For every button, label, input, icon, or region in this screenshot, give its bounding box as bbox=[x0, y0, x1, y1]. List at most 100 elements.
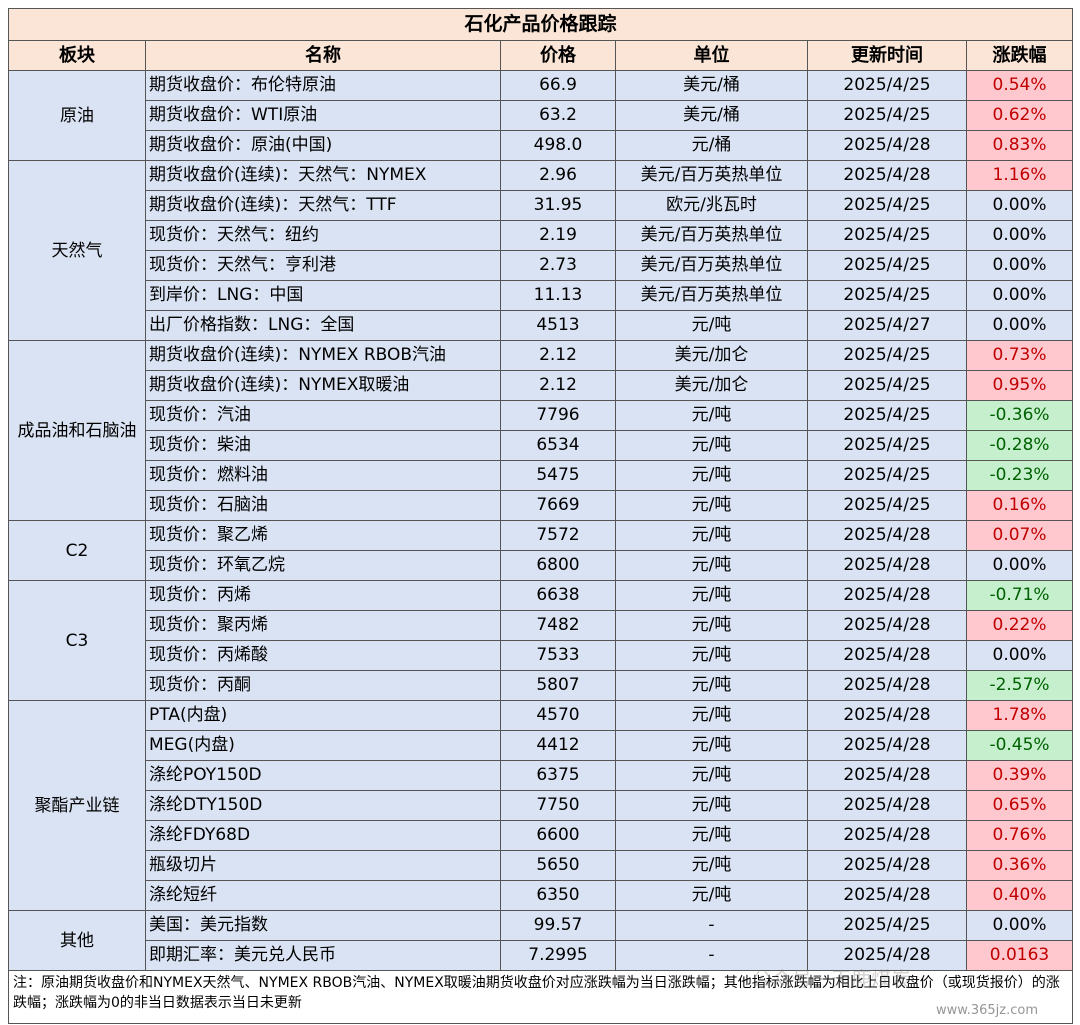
name-cell: 期货收盘价：布伦特原油 bbox=[145, 70, 501, 101]
price-cell: 4412 bbox=[500, 730, 616, 761]
unit-cell: 元/吨 bbox=[615, 460, 808, 491]
unit-cell: 美元/百万英热单位 bbox=[615, 220, 808, 251]
name-cell: PTA(内盘) bbox=[145, 700, 501, 731]
price-cell: 66.9 bbox=[500, 70, 616, 101]
date-cell: 2025/4/28 bbox=[807, 520, 967, 551]
date-cell: 2025/4/28 bbox=[807, 730, 967, 761]
date-cell: 2025/4/25 bbox=[807, 910, 967, 941]
change-cell: -0.71% bbox=[965, 580, 1074, 611]
change-cell: 0.54% bbox=[965, 70, 1074, 101]
unit-cell: 元/吨 bbox=[615, 610, 808, 641]
sector-cell: C2 bbox=[8, 520, 146, 581]
sector-cell: 其他 bbox=[8, 910, 146, 971]
price-cell: 498.0 bbox=[500, 130, 616, 161]
change-cell: -0.36% bbox=[965, 400, 1074, 431]
table-row: 天然气 期货收盘价(连续)：天然气：NYMEX 2.96 美元/百万英热单位 2025/… bbox=[8, 160, 1074, 341]
header-row: 板块 名称 价格 单位 更新时间 涨跌幅 bbox=[8, 40, 1074, 71]
sector-cell: 天然气 bbox=[8, 160, 146, 341]
change-cell: 0.65% bbox=[965, 790, 1074, 821]
change-cell: 0.00% bbox=[965, 220, 1074, 251]
price-cell: 6534 bbox=[500, 430, 616, 461]
table-row: 成品油和石脑油 期货收盘价(连续)：NYMEX RBOB汽油 2.12 美元/加仑 20… bbox=[8, 340, 1074, 521]
sector-cell: C3 bbox=[8, 580, 146, 701]
table-row: 现货价：燃料油 5475 元/吨 2025/4/25 -0.23% bbox=[9, 460, 1074, 491]
unit-cell: 美元/加仑 bbox=[615, 370, 808, 401]
change-cell: 0.00% bbox=[965, 910, 1074, 941]
sector-cell: 原油 bbox=[8, 70, 146, 161]
price-cell: 7482 bbox=[500, 610, 616, 641]
unit-cell: 元/吨 bbox=[615, 580, 808, 611]
price-cell: 7572 bbox=[500, 520, 616, 551]
table-row: 现货价：聚丙烯 7482 元/吨 2025/4/28 0.22% bbox=[9, 610, 1074, 641]
unit-cell: 美元/百万英热单位 bbox=[615, 250, 808, 281]
date-cell: 2025/4/28 bbox=[807, 640, 967, 671]
date-cell: 2025/4/28 bbox=[807, 820, 967, 851]
unit-cell: 元/吨 bbox=[615, 700, 808, 731]
table-title: 石化产品价格跟踪 bbox=[7, 8, 1074, 41]
table-row: 现货价：环氧乙烷 6800 元/吨 2025/4/28 0.00% bbox=[9, 550, 1074, 581]
name-cell: 现货价：环氧乙烷 bbox=[145, 550, 501, 581]
price-cell: 6350 bbox=[500, 880, 616, 911]
change-cell: 0.40% bbox=[965, 880, 1074, 911]
name-cell: 现货价：聚乙烯 bbox=[145, 520, 501, 551]
change-cell: 1.16% bbox=[965, 160, 1074, 191]
price-cell: 4570 bbox=[500, 700, 616, 731]
table-row: 到岸价：LNG：中国 11.13 美元/百万英热单位 2025/4/25 0.00% bbox=[9, 280, 1074, 311]
table-row: MEG(内盘) 4412 元/吨 2025/4/28 -0.45% bbox=[9, 730, 1074, 761]
table-row: 现货价：天然气：纽约 2.19 美元/百万英热单位 2025/4/25 0.00% bbox=[9, 220, 1074, 251]
change-cell: 0.00% bbox=[965, 190, 1074, 221]
table-row: C3 现货价：丙烯 6638 元/吨 2025/4/28 -0.71% bbox=[8, 580, 1074, 701]
unit-cell: 元/吨 bbox=[615, 430, 808, 461]
change-cell: 0.36% bbox=[965, 850, 1074, 881]
header-update-time: 更新时间 bbox=[807, 40, 967, 71]
name-cell: 现货价：丙酮 bbox=[145, 670, 501, 701]
unit-cell: 美元/桶 bbox=[615, 100, 808, 131]
table-row: 现货价：丙烯酸 7533 元/吨 2025/4/28 0.00% bbox=[9, 640, 1074, 671]
table-row: 期货收盘价(连续)：天然气：TTF 31.95 欧元/兆瓦时 2025/4/25 0.0… bbox=[9, 190, 1074, 221]
price-cell: 5650 bbox=[500, 850, 616, 881]
date-cell: 2025/4/28 bbox=[807, 700, 967, 731]
date-cell: 2025/4/28 bbox=[807, 850, 967, 881]
date-cell: 2025/4/25 bbox=[807, 340, 967, 371]
table-row: 期货收盘价：原油(中国) 498.0 元/桶 2025/4/28 0.83% bbox=[9, 130, 1074, 161]
date-cell: 2025/4/25 bbox=[807, 100, 967, 131]
price-cell: 2.12 bbox=[500, 370, 616, 401]
price-cell: 4513 bbox=[500, 310, 616, 341]
date-cell: 2025/4/28 bbox=[807, 760, 967, 791]
name-cell: MEG(内盘) bbox=[145, 730, 501, 761]
table-row: 涤纶短纤 6350 元/吨 2025/4/28 0.40% bbox=[9, 880, 1074, 911]
name-cell: 期货收盘价(连续)：NYMEX取暖油 bbox=[145, 370, 501, 401]
date-cell: 2025/4/25 bbox=[807, 250, 967, 281]
name-cell: 期货收盘价(连续)：天然气：TTF bbox=[145, 190, 501, 221]
price-cell: 7796 bbox=[500, 400, 616, 431]
date-cell: 2025/4/28 bbox=[807, 130, 967, 161]
change-cell: 0.73% bbox=[965, 340, 1074, 371]
change-cell: 0.00% bbox=[965, 310, 1074, 341]
name-cell: 现货价：丙烯酸 bbox=[145, 640, 501, 671]
price-cell: 7750 bbox=[500, 790, 616, 821]
date-cell: 2025/4/25 bbox=[807, 280, 967, 311]
unit-cell: 元/吨 bbox=[615, 760, 808, 791]
change-cell: 0.83% bbox=[965, 130, 1074, 161]
table-row: 现货价：柴油 6534 元/吨 2025/4/25 -0.28% bbox=[9, 430, 1074, 461]
unit-cell: 元/吨 bbox=[615, 730, 808, 761]
table-row: 现货价：汽油 7796 元/吨 2025/4/25 -0.36% bbox=[9, 400, 1074, 431]
price-cell: 7533 bbox=[500, 640, 616, 671]
date-cell: 2025/4/28 bbox=[807, 790, 967, 821]
name-cell: 现货价：石脑油 bbox=[145, 490, 501, 521]
unit-cell: 元/吨 bbox=[615, 400, 808, 431]
price-cell: 7.2995 bbox=[500, 940, 616, 971]
price-cell: 2.19 bbox=[500, 220, 616, 251]
change-cell: 0.00% bbox=[965, 640, 1074, 671]
unit-cell: 元/吨 bbox=[615, 670, 808, 701]
name-cell: 期货收盘价(连续)：天然气：NYMEX bbox=[145, 160, 501, 191]
header-name: 名称 bbox=[145, 40, 501, 71]
change-cell: 0.00% bbox=[965, 550, 1074, 581]
name-cell: 现货价：燃料油 bbox=[145, 460, 501, 491]
unit-cell: 元/吨 bbox=[615, 850, 808, 881]
name-cell: 美国：美元指数 bbox=[145, 910, 501, 941]
change-cell: 1.78% bbox=[965, 700, 1074, 731]
change-cell: -0.23% bbox=[965, 460, 1074, 491]
date-cell: 2025/4/28 bbox=[807, 940, 967, 971]
unit-cell: 欧元/兆瓦时 bbox=[615, 190, 808, 221]
